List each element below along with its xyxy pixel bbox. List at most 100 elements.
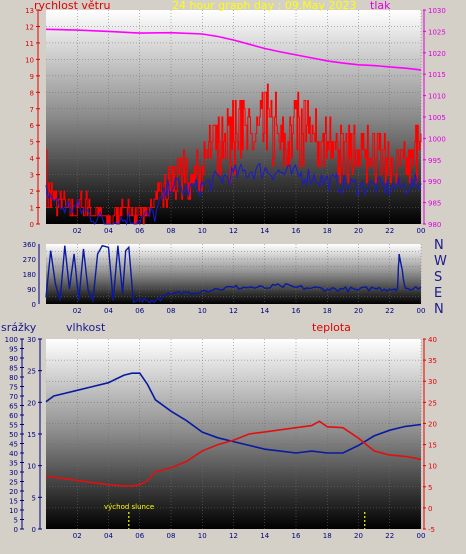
y-left-tick-label: 7 — [30, 106, 34, 114]
humidity-tick-label: 15 — [27, 431, 36, 439]
temperature-tick-label: 15 — [428, 442, 437, 450]
y-left-tick-label: 4 — [30, 155, 35, 163]
x-tick-label: 02 — [73, 532, 82, 540]
y-left-tick-label: 5 — [30, 139, 34, 147]
pressure-label: tlak — [370, 0, 391, 12]
y-right-tick-label: 1005 — [428, 114, 446, 122]
x-tick-label: 12 — [229, 307, 238, 315]
precip-tick-label: 30 — [9, 469, 18, 477]
wind-average-line — [45, 162, 422, 226]
x-tick-label: 10 — [198, 307, 207, 315]
direction-label-east: E — [434, 286, 442, 301]
precip-humidity-temperature-plot-area — [46, 339, 421, 529]
humidity-label: vlhkost — [66, 321, 106, 334]
x-tick-label: 10 — [198, 532, 207, 540]
x-tick-label: 04 — [104, 307, 113, 315]
precip-tick-label: 95 — [9, 346, 18, 354]
x-tick-label: 04 — [104, 532, 113, 540]
y-tick-label: 360 — [23, 241, 36, 249]
temperature-tick-label: 35 — [428, 357, 437, 365]
x-tick-label: 20 — [354, 307, 363, 315]
x-tick-label: 22 — [385, 532, 394, 540]
precip-tick-label: 65 — [9, 403, 18, 411]
x-tick-label: 18 — [323, 307, 332, 315]
x-tick-label: 08 — [167, 227, 176, 235]
x-tick-label: 12 — [229, 532, 238, 540]
humidity-tick-label: 30 — [27, 336, 36, 344]
precip-tick-label: 35 — [9, 460, 18, 468]
humidity-tick-label: 5 — [32, 494, 36, 502]
precip-tick-label: 10 — [9, 507, 18, 515]
wind-pressure-ticks: 02 04 06 08 10 12 14 16 18 20 22 000123456789101112… — [25, 7, 446, 235]
precip-tick-label: 20 — [9, 488, 18, 496]
humidity-tick-label: 10 — [27, 463, 36, 471]
y-right-tick-label: 985 — [428, 200, 441, 208]
wind-direction-series — [45, 244, 422, 304]
direction-label-north-bottom: N — [434, 302, 444, 317]
x-tick-label: 06 — [135, 227, 144, 235]
x-tick-label: 16 — [292, 227, 301, 235]
temperature-tick-label: 25 — [428, 399, 437, 407]
temperature-tick-label: 5 — [428, 484, 432, 492]
x-tick-label: 08 — [167, 532, 176, 540]
precip-tick-label: 100 — [5, 336, 18, 344]
x-tick-label: 00 — [417, 227, 426, 235]
x-tick-label: 20 — [354, 532, 363, 540]
temperature-tick-label: 0 — [428, 505, 432, 513]
precip-tick-label: 60 — [9, 412, 18, 420]
temperature-line — [45, 420, 422, 487]
y-left-tick-label: 11 — [25, 40, 34, 48]
precip-tick-label: 50 — [9, 431, 18, 439]
y-left-tick-label: 13 — [25, 7, 34, 15]
y-left-tick-label: 0 — [30, 221, 34, 229]
y-left-tick-label: 8 — [30, 89, 34, 97]
y-right-tick-label: 1015 — [428, 71, 446, 79]
y-tick-label: 270 — [23, 256, 36, 264]
wind-pressure-series — [45, 28, 422, 226]
y-tick-label: 0 — [32, 301, 36, 309]
x-tick-label: 08 — [167, 307, 176, 315]
x-tick-label: 18 — [323, 227, 332, 235]
x-tick-label: 00 — [417, 532, 426, 540]
chart-title: 24 hour graph day : 09.May 2023 — [172, 0, 357, 12]
y-right-tick-label: 1020 — [428, 50, 446, 58]
precip-tick-label: 85 — [9, 365, 18, 373]
temperature-tick-label: 20 — [428, 420, 437, 428]
y-left-tick-label: 1 — [30, 205, 34, 213]
temperature-tick-label: 30 — [428, 378, 437, 386]
temperature-tick-label: 10 — [428, 463, 437, 471]
x-tick-label: 20 — [354, 227, 363, 235]
y-left-tick-label: 9 — [30, 73, 34, 81]
precip-humidity-temperature-series — [45, 372, 422, 529]
precip-tick-label: 80 — [9, 374, 18, 382]
precip-tick-label: 5 — [14, 517, 18, 525]
precip-tick-label: 40 — [9, 450, 18, 458]
x-tick-label: 14 — [260, 307, 269, 315]
x-tick-label: 04 — [104, 227, 113, 235]
x-tick-label: 00 — [417, 307, 426, 315]
temperature-label: teplota — [312, 321, 351, 334]
y-tick-label: 90 — [27, 286, 36, 294]
y-left-tick-label: 6 — [30, 122, 35, 130]
precip-tick-label: 15 — [9, 498, 18, 506]
x-tick-label: 02 — [73, 307, 82, 315]
sunrise-label: východ slunce — [104, 503, 154, 511]
temperature-tick-label: 40 — [428, 336, 437, 344]
x-tick-label: 10 — [198, 227, 207, 235]
y-right-tick-label: 1000 — [428, 135, 446, 143]
y-right-tick-label: 980 — [428, 221, 441, 229]
y-right-tick-label: 1030 — [428, 7, 446, 15]
y-right-tick-label: 1025 — [428, 28, 446, 36]
x-tick-label: 14 — [260, 227, 269, 235]
pressure-line — [45, 28, 422, 71]
x-tick-label: 22 — [385, 307, 394, 315]
y-left-tick-label: 3 — [30, 172, 34, 180]
y-left-tick-label: 2 — [30, 188, 34, 196]
precip-tick-label: 25 — [9, 479, 18, 487]
precip-label: srážky — [1, 321, 37, 334]
y-right-tick-label: 1010 — [428, 93, 446, 101]
wind-direction-line — [45, 244, 422, 304]
precip-tick-label: 45 — [9, 441, 18, 449]
